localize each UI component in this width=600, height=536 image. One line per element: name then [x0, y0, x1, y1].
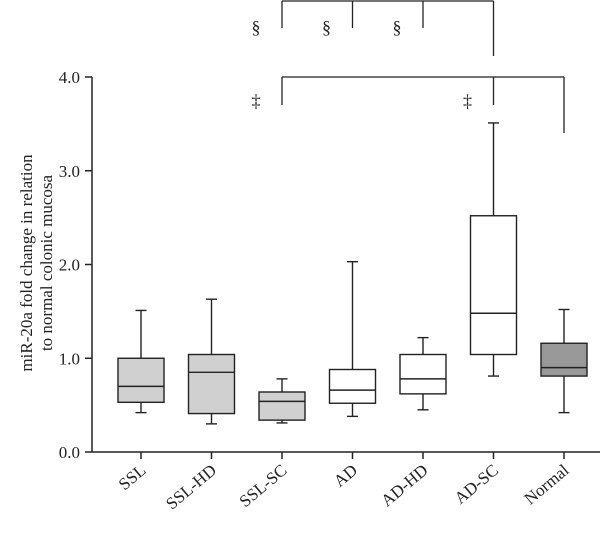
x-tick-label-ssl-hd: SSL-HD — [162, 461, 220, 514]
x-tick-label-normal: Normal — [521, 460, 573, 508]
x-tick-label-ssl-sc: SSL-SC — [236, 461, 291, 511]
box-ad-hd — [399, 336, 447, 411]
x-tick-label-ad: AD — [330, 461, 361, 491]
y-axis-title-line-2: to normal colonic mucosa — [37, 174, 56, 351]
significance-brackets: § § §‡ ‡ — [252, 0, 565, 133]
x-tick-label-ad-sc: AD-SC — [451, 461, 502, 508]
y-axis-title: miR-20a fold change in relation to norma… — [17, 154, 56, 372]
box-body-ad-sc — [469, 215, 518, 356]
box-ad-sc — [469, 122, 518, 377]
box-body-normal — [540, 342, 588, 377]
y-tick-label-0: 0.0 — [59, 443, 80, 462]
bracket-lower: ‡ ‡ — [252, 76, 565, 133]
box-ssl — [117, 309, 165, 414]
bracket-upper: § § § — [252, 0, 495, 56]
box-normal — [540, 308, 588, 414]
x-tick-label-ad-hd: AD-HD — [377, 461, 431, 511]
y-tick-label-2: 2.0 — [59, 256, 80, 275]
box-body-ad-hd — [399, 353, 447, 395]
box-ssl-sc — [258, 378, 306, 424]
axes: 0.0 1.0 2.0 3.0 4.0 SSL SSL-HD SSL-SC AD AD-HD AD-… — [59, 68, 600, 513]
sig-mark-upper-ad-hd: § — [393, 17, 402, 37]
sig-mark-upper-ad: § — [322, 17, 331, 37]
y-tick-label-4: 4.0 — [59, 68, 80, 87]
sig-mark-lower-ssl-sc: ‡ — [252, 91, 261, 111]
box-body-ad — [328, 368, 377, 404]
y-tick-label-1: 1.0 — [59, 349, 80, 368]
y-tick-label-3: 3.0 — [59, 162, 80, 181]
box-body-ssl — [117, 357, 165, 404]
box-body-ssl-hd — [187, 353, 236, 415]
box-ad — [328, 260, 377, 418]
sig-mark-upper-ssl-sc: § — [252, 17, 261, 37]
box-ssl-hd — [187, 298, 236, 425]
boxes — [117, 122, 588, 425]
y-axis-title-line-1: miR-20a fold change in relation — [17, 154, 36, 372]
box-body-ssl-sc — [258, 391, 306, 421]
sig-mark-lower-ad-sc: ‡ — [463, 91, 472, 111]
x-tick-label-ssl: SSL — [115, 461, 150, 494]
